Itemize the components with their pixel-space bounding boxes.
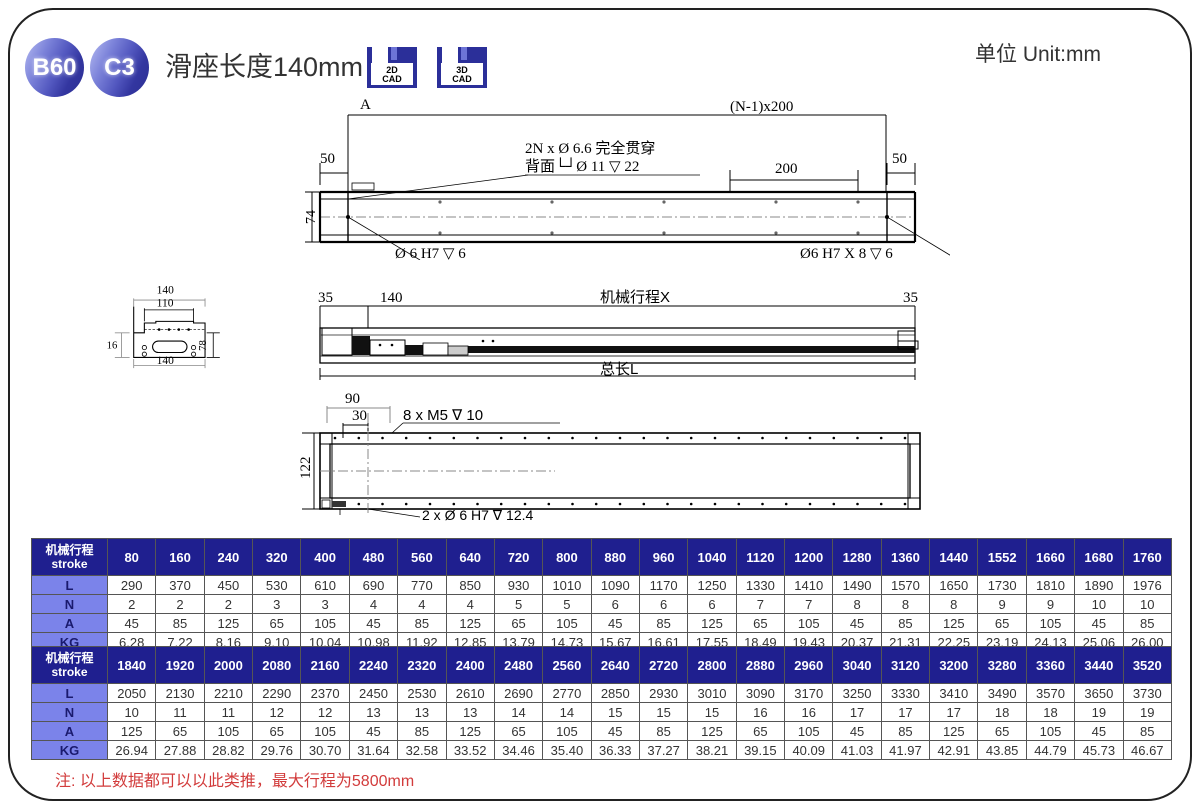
svg-text:2N x Ø 6.6 完全贯穿: 2N x Ø 6.6 完全贯穿 <box>525 139 655 157</box>
svg-text:CAD: CAD <box>452 74 472 84</box>
svg-text:16: 16 <box>107 340 118 351</box>
svg-text:35: 35 <box>903 290 918 306</box>
svg-text:CAD: CAD <box>382 74 402 84</box>
svg-text:74: 74 <box>304 210 319 224</box>
svg-text:35: 35 <box>318 290 333 306</box>
svg-text:机械行程X: 机械行程X <box>600 289 670 306</box>
svg-text:2 x Ø 6 H7 ∇ 12.4: 2 x Ø 6 H7 ∇ 12.4 <box>422 507 534 523</box>
svg-text:A: A <box>360 97 371 113</box>
svg-text:140: 140 <box>380 290 403 306</box>
svg-text:30: 30 <box>352 408 367 424</box>
svg-text:8 x M5 ∇ 10: 8 x M5 ∇ 10 <box>403 407 483 424</box>
svg-text:50: 50 <box>892 151 907 167</box>
svg-text:背面└┘Ø 11 ▽ 22: 背面└┘Ø 11 ▽ 22 <box>525 157 639 175</box>
svg-text:140: 140 <box>157 284 174 296</box>
svg-text:90: 90 <box>345 393 360 407</box>
svg-text:78: 78 <box>198 340 209 351</box>
svg-text:Ø 6 H7 ▽ 6: Ø 6 H7 ▽ 6 <box>395 246 466 260</box>
svg-text:122: 122 <box>300 457 314 480</box>
svg-text:110: 110 <box>157 298 174 310</box>
svg-text:Ø6 H7 X 8 ▽ 6: Ø6 H7 X 8 ▽ 6 <box>800 246 893 260</box>
svg-text:总长L: 总长L <box>600 361 638 378</box>
svg-text:(N-1)x200: (N-1)x200 <box>730 99 793 115</box>
svg-text:50: 50 <box>320 151 335 167</box>
svg-text:140: 140 <box>157 355 174 367</box>
svg-text:200: 200 <box>775 161 798 177</box>
